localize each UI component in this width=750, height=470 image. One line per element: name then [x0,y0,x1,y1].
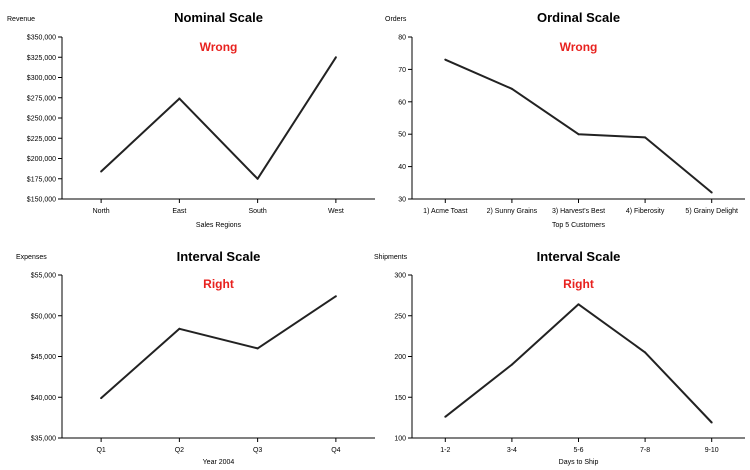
x-tick-label: 5) Grainy Delight [685,208,738,215]
y-tick-label: 200 [394,354,406,361]
x-tick-label: North [93,208,110,215]
series-line [100,295,337,399]
x-tick-label: 1) Acme Toast [423,208,467,215]
x-tick-label: 1-2 [440,447,450,454]
y-tick-label: $175,000 [27,176,56,183]
x-tick-label: East [172,208,186,215]
x-tick-label: West [328,208,344,215]
x-tick-label: 3) Harvest's Best [552,208,605,215]
x-tick-label: 5-6 [573,447,583,454]
y-tick-label: 150 [394,395,406,402]
y-tick-label: $350,000 [27,35,56,42]
x-tick-label: 7-8 [640,447,650,454]
chart-annotation: Right [563,277,594,291]
y-tick-label: $40,000 [31,395,56,402]
y-axis-label: Expenses [16,254,47,261]
data-point [256,177,259,180]
y-tick-label: $45,000 [31,354,56,361]
y-tick-label: 80 [398,35,406,42]
y-tick-label: $325,000 [27,55,56,62]
data-point [577,133,580,136]
y-tick-label: $150,000 [27,197,56,204]
y-tick-label: 70 [398,67,406,74]
x-tick-label: Q4 [331,447,340,454]
chart-title: Nominal Scale [174,10,263,25]
data-point [644,136,647,139]
x-tick-label: Q1 [96,447,105,454]
data-point [710,421,713,424]
y-tick-label: 100 [394,436,406,443]
y-tick-label: 50 [398,132,406,139]
x-axis-label: Top 5 Customers [552,222,605,229]
data-point [710,191,713,194]
y-tick-label: 300 [394,273,406,280]
y-tick-label: 250 [394,313,406,320]
data-point [444,415,447,418]
y-axis-label: Orders [385,16,407,23]
chart-title: Interval Scale [537,249,621,264]
y-tick-label: $275,000 [27,95,56,102]
y-tick-label: 60 [398,99,406,106]
x-tick-label: Q3 [253,447,262,454]
x-axis-label: Days to Ship [559,459,599,466]
series-line [100,56,337,180]
y-tick-label: $225,000 [27,136,56,143]
x-axis-label: Sales Regions [196,222,242,229]
y-tick-label: 30 [398,197,406,204]
y-tick-label: $35,000 [31,436,56,443]
data-point [100,170,103,173]
y-tick-label: 40 [398,164,406,171]
y-axis-label: Revenue [7,16,35,23]
x-tick-label: 9-10 [705,447,719,454]
data-point [510,87,513,90]
data-point [178,327,181,330]
data-point [510,363,513,366]
data-point [334,295,337,298]
x-tick-label: 3-4 [507,447,517,454]
data-point [444,58,447,61]
data-point [256,347,259,350]
chart-panel-3: Interval Scale Right Expenses Year 2004 $35,… [16,249,375,466]
data-point [334,56,337,59]
chart-panel-4: Interval Scale Right Shipments Days to Ship… [374,249,745,466]
chart-panel-2: Ordinal Scale Wrong Orders Top 5 Customers 3… [385,10,745,229]
x-tick-label: Q2 [175,447,184,454]
chart-title: Ordinal Scale [537,10,620,25]
chart-annotation: Right [203,277,234,291]
y-tick-label: $50,000 [31,313,56,320]
chart-annotation: Wrong [560,40,598,54]
data-point [577,303,580,306]
series-line [444,58,713,194]
data-point [178,97,181,100]
chart-panel-1: Nominal Scale Wrong Revenue Sales Regions $1… [7,10,375,229]
x-tick-label: 2) Sunny Grains [487,208,538,215]
series-line [444,303,713,424]
x-tick-label: 4) Fiberosity [626,208,665,215]
x-tick-label: South [248,208,266,215]
y-tick-label: $300,000 [27,75,56,82]
y-tick-label: $200,000 [27,156,56,163]
y-tick-label: $250,000 [27,116,56,123]
data-point [644,351,647,354]
chart-title: Interval Scale [177,249,261,264]
x-axis-label: Year 2004 [203,459,235,466]
chart-annotation: Wrong [200,40,238,54]
y-axis-label: Shipments [374,254,408,261]
y-tick-label: $55,000 [31,273,56,280]
data-point [100,397,103,400]
